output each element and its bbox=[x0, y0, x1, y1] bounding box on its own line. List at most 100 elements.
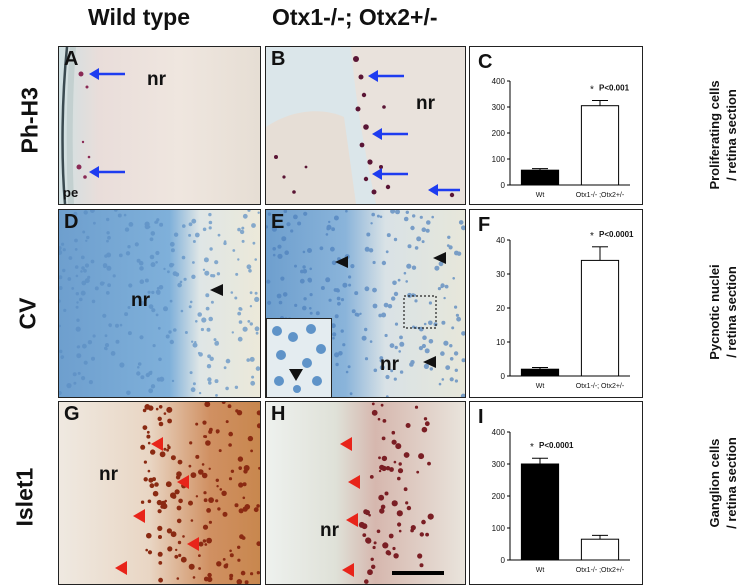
y-tick-label: 40 bbox=[496, 236, 505, 245]
bar bbox=[520, 463, 560, 561]
nr-label: nr bbox=[147, 69, 166, 90]
panel-a-image: A nr pe bbox=[58, 46, 261, 205]
bar bbox=[580, 538, 620, 561]
y-tick-label: 10 bbox=[496, 338, 505, 347]
panel-label-d: D bbox=[64, 211, 79, 233]
panel-b-image: B nr bbox=[265, 46, 466, 205]
chart-f-svg: 0 10 20 30 40 Wt Otx1-/-; Otx2+/- * P<0.0001 bbox=[496, 230, 634, 390]
arrowhead-icon bbox=[151, 437, 163, 451]
category-label: Wt bbox=[536, 192, 545, 199]
nr-label: nr bbox=[131, 290, 150, 311]
arrowhead-icon bbox=[340, 437, 352, 451]
bar bbox=[520, 169, 560, 186]
chart-i: I 0 100 200 300 400 Wt Otx1-/- ;Otx2+/- * P<0.00… bbox=[469, 401, 643, 585]
arrowhead-icon bbox=[348, 475, 360, 489]
p-value-label: P<0.0001 bbox=[539, 441, 574, 450]
category-label: Wt bbox=[536, 567, 545, 574]
nr-label: nr bbox=[320, 520, 339, 541]
arrowhead-icon bbox=[346, 513, 358, 527]
y-tick-label: 300 bbox=[492, 460, 506, 469]
panel-label-b: B bbox=[271, 48, 286, 70]
panel-b-micrograph bbox=[266, 47, 465, 204]
panel-d-image: D nr bbox=[58, 209, 261, 398]
panel-e-image: E nr bbox=[265, 209, 466, 398]
significance-star: * bbox=[590, 85, 594, 96]
chart-c-svg: 0 100 200 300 400 Wt Otx1-/- ;Otx2+/- * P<0.001 bbox=[492, 77, 630, 199]
panel-label-e: E bbox=[271, 211, 285, 233]
y-tick-label: 400 bbox=[492, 428, 506, 437]
panel-label-h: H bbox=[271, 403, 286, 425]
arrowhead-icon bbox=[187, 537, 199, 551]
row-header-islet1: Islet1 bbox=[11, 467, 38, 527]
arrowhead-icon bbox=[177, 475, 189, 489]
category-label: Otx1-/-; Otx2+/- bbox=[576, 383, 625, 390]
right-label-proliferating: Proliferating cells / retina section bbox=[706, 60, 740, 210]
significance-star: * bbox=[530, 442, 534, 453]
bar bbox=[520, 368, 560, 377]
panel-h-image: H nr bbox=[265, 401, 466, 585]
nr-label: nr bbox=[99, 464, 118, 485]
column-header-mutant: Otx1-/-; Otx2+/- bbox=[272, 4, 438, 30]
arrowhead-icon bbox=[210, 284, 223, 296]
right-label-pycnotic: Pycnotic nuclei / retina section bbox=[706, 242, 740, 382]
y-tick-label: 200 bbox=[492, 492, 506, 501]
y-tick-label: 100 bbox=[492, 155, 506, 164]
right-label-line: / retina section bbox=[724, 266, 739, 358]
chart-i-svg: 0 100 200 300 400 Wt Otx1-/- ;Otx2+/- * P<0.0001 bbox=[492, 428, 630, 574]
y-tick-label: 0 bbox=[501, 556, 506, 565]
arrowhead-icon bbox=[433, 252, 446, 264]
panel-g-image: G nr bbox=[58, 401, 261, 585]
arrow-icon bbox=[368, 70, 404, 82]
pe-label: pe bbox=[63, 185, 79, 200]
panel-label-f: F bbox=[478, 214, 491, 236]
scale-bar bbox=[392, 571, 444, 575]
arrowhead-icon bbox=[342, 563, 354, 577]
chart-c: C 0 100 200 300 400 Wt Otx1-/- ;Otx2+/- * P<0.00… bbox=[469, 46, 643, 205]
y-tick-label: 20 bbox=[496, 304, 505, 313]
y-tick-label: 200 bbox=[492, 129, 506, 138]
panel-d-micrograph bbox=[59, 210, 260, 397]
panel-label-c: C bbox=[478, 51, 493, 73]
arrow-icon bbox=[89, 166, 125, 178]
panel-label-i: I bbox=[478, 406, 484, 428]
y-tick-label: 0 bbox=[501, 181, 506, 190]
y-tick-label: 300 bbox=[492, 103, 506, 112]
category-label: Otx1-/- ;Otx2+/- bbox=[576, 567, 625, 574]
nr-label: nr bbox=[380, 354, 399, 375]
arrow-icon bbox=[428, 184, 460, 196]
arrowhead-icon bbox=[335, 256, 348, 268]
arrow-icon bbox=[372, 168, 408, 180]
right-label-line: Pycnotic nuclei bbox=[707, 264, 722, 360]
row-header-ph-h3: Ph-H3 bbox=[16, 87, 43, 154]
bar bbox=[580, 105, 620, 186]
y-tick-label: 100 bbox=[492, 524, 506, 533]
inset-micrograph bbox=[272, 324, 326, 393]
category-label: Wt bbox=[536, 383, 545, 390]
panel-label-a: A bbox=[64, 48, 79, 70]
nr-label: nr bbox=[416, 93, 435, 114]
column-header-wild-type: Wild type bbox=[88, 4, 191, 30]
row-header-cv: CV bbox=[14, 297, 41, 330]
bar bbox=[580, 259, 620, 377]
arrowhead-icon bbox=[133, 509, 145, 523]
y-tick-label: 30 bbox=[496, 270, 505, 279]
right-label-line: / retina section bbox=[724, 89, 739, 181]
arrowhead-icon bbox=[115, 561, 127, 575]
right-label-line: Ganglion cells bbox=[707, 438, 722, 528]
arrow-icon bbox=[89, 68, 125, 80]
p-value-label: P<0.001 bbox=[599, 84, 630, 93]
panel-h-micrograph bbox=[266, 402, 465, 584]
arrowhead-icon bbox=[423, 356, 436, 368]
category-label: Otx1-/- ;Otx2+/- bbox=[576, 192, 625, 199]
panel-label-g: G bbox=[64, 403, 80, 425]
right-label-line: Proliferating cells bbox=[707, 80, 722, 190]
arrow-icon bbox=[372, 128, 408, 140]
significance-star: * bbox=[590, 231, 594, 242]
p-value-label: P<0.0001 bbox=[599, 230, 634, 239]
y-tick-label: 0 bbox=[501, 372, 506, 381]
chart-f: F 0 10 20 30 40 Wt Otx1-/-; Otx2+/- * P<0.0001 bbox=[469, 209, 643, 398]
inset-image bbox=[266, 318, 332, 397]
panel-g-micrograph bbox=[59, 402, 260, 584]
y-tick-label: 400 bbox=[492, 77, 506, 86]
right-label-line: / retina section bbox=[724, 437, 739, 529]
